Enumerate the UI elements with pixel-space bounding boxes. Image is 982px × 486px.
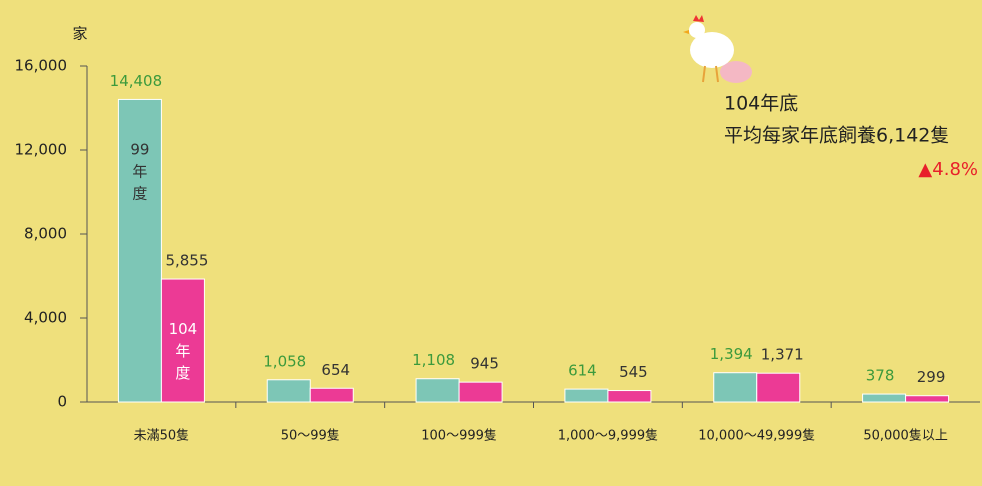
x-tick-label: 10,000～49,999隻 <box>698 429 815 444</box>
value-label: 1,058 <box>263 352 306 370</box>
bar <box>713 372 758 403</box>
bar <box>905 395 950 403</box>
value-label: 14,408 <box>110 72 163 90</box>
bar <box>756 372 801 403</box>
x-tick-label: 50～99隻 <box>281 429 340 444</box>
legend-label: 99 年度 <box>130 140 149 202</box>
value-label: 654 <box>321 361 350 379</box>
value-label: 1,108 <box>412 351 455 369</box>
value-label: 299 <box>917 368 946 386</box>
y-tick-label: 8,000 <box>24 225 67 243</box>
x-tick-label: 1,000～9,999隻 <box>558 429 658 444</box>
legend-label: 104 年度 <box>169 320 198 382</box>
annotation: ▲4.8% <box>918 159 978 180</box>
bar <box>117 98 162 403</box>
y-tick-label: 4,000 <box>24 309 67 327</box>
value-label: 5,855 <box>165 252 208 270</box>
value-label: 378 <box>866 367 895 385</box>
x-tick-label: 未滿50隻 <box>134 428 190 444</box>
bar <box>607 390 652 403</box>
bar <box>458 381 503 403</box>
bar <box>160 278 205 403</box>
value-label: 945 <box>470 355 499 373</box>
x-tick-label: 50,000隻以上 <box>863 429 948 444</box>
bar <box>564 388 609 403</box>
bar <box>309 387 354 403</box>
value-label: 545 <box>619 363 648 381</box>
annotation: 104年底 <box>724 93 798 115</box>
value-label: 1,394 <box>710 345 753 363</box>
y-tick-label: 16,000 <box>15 57 68 75</box>
bar <box>266 379 311 403</box>
value-label: 1,371 <box>761 346 804 364</box>
value-label: 614 <box>568 362 597 380</box>
x-tick-label: 100～999隻 <box>421 429 497 444</box>
y-axis-label: 家 <box>72 25 87 43</box>
y-tick-label: 12,000 <box>15 141 68 159</box>
annotation: 平均每家年底飼養6,142隻 <box>724 125 949 147</box>
y-tick-label: 0 <box>57 393 67 411</box>
bar <box>415 378 460 403</box>
bar <box>862 393 907 403</box>
chicken-icon <box>683 15 752 83</box>
